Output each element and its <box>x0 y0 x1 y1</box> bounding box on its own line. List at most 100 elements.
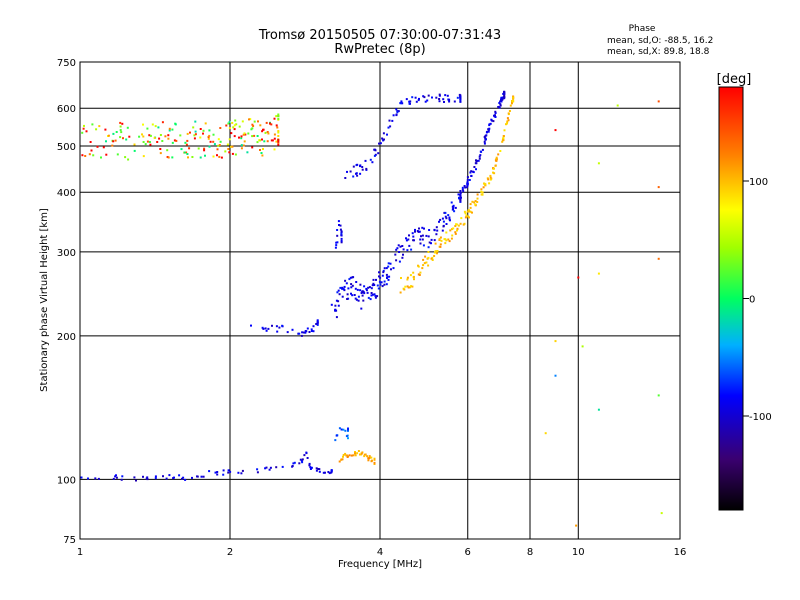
echo-point <box>417 99 420 102</box>
echo-point <box>467 209 470 211</box>
x-tick-label: 4 <box>377 547 383 558</box>
echo-point <box>337 304 340 307</box>
phase-info-heading: Phase <box>629 24 656 34</box>
echo-point <box>267 327 270 330</box>
echo-point <box>105 140 107 143</box>
echo-point <box>453 210 456 213</box>
echo-point <box>462 190 465 193</box>
echo-point <box>490 177 493 180</box>
echo-point <box>222 473 225 476</box>
echo-point <box>485 134 488 137</box>
echo-point <box>414 228 416 231</box>
echo-point <box>146 476 149 479</box>
echo-point <box>330 303 333 306</box>
echo-point <box>379 276 382 279</box>
echo-point <box>310 330 313 332</box>
echo-point <box>301 458 304 461</box>
echo-point <box>554 374 557 377</box>
echo-point <box>465 214 468 217</box>
echo-point <box>336 234 339 237</box>
echo-point <box>300 459 303 462</box>
echo-point <box>494 110 497 113</box>
echo-point <box>481 148 484 151</box>
echo-point <box>159 152 162 155</box>
echo-point <box>494 116 497 118</box>
echo-point <box>459 99 462 102</box>
echo-point <box>228 121 231 123</box>
echo-point <box>483 142 486 145</box>
echo-point <box>418 274 421 276</box>
echo-point <box>502 139 505 142</box>
echo-point <box>281 465 284 468</box>
echo-point <box>466 180 469 183</box>
echo-point <box>346 170 348 173</box>
echo-point <box>421 226 424 229</box>
echo-point <box>405 239 408 242</box>
echo-point <box>360 307 363 310</box>
y-tick-label: 100 <box>57 475 76 486</box>
echo-point <box>458 197 461 200</box>
echo-point <box>257 120 259 123</box>
echo-point <box>509 104 512 107</box>
echo-point <box>357 295 360 298</box>
echo-point <box>337 220 340 223</box>
echo-point <box>213 143 216 146</box>
echo-point <box>445 223 448 225</box>
echo-point <box>468 210 471 213</box>
echo-point <box>309 468 312 470</box>
echo-point <box>277 135 280 137</box>
echo-point <box>361 451 364 454</box>
y-tick-label: 500 <box>57 142 76 153</box>
phase-info-x: mean, sd,X: 89.8, 18.8 <box>607 47 710 57</box>
echo-point <box>407 286 410 289</box>
echo-point <box>597 408 600 411</box>
echo-point <box>253 120 256 123</box>
echo-point <box>96 145 99 148</box>
colorbar-tick-label: 100 <box>749 177 768 188</box>
echo-point <box>234 153 237 156</box>
echo-point <box>182 476 185 479</box>
echo-point <box>126 126 129 129</box>
echo-point <box>346 454 349 457</box>
echo-point <box>397 244 400 247</box>
echo-point <box>192 126 195 129</box>
echo-point <box>469 210 472 213</box>
echo-point <box>389 262 392 265</box>
echo-point <box>166 156 169 158</box>
echo-point <box>401 245 404 247</box>
echo-point <box>352 165 355 168</box>
echo-point <box>264 327 267 330</box>
echo-point <box>375 278 377 281</box>
echo-point <box>277 140 280 143</box>
echo-point <box>266 140 269 143</box>
echo-point <box>298 462 301 465</box>
echo-point <box>315 467 318 470</box>
echo-point <box>479 154 482 157</box>
echo-point <box>442 224 445 227</box>
echo-point <box>466 210 469 213</box>
echo-point <box>434 242 437 245</box>
echo-point <box>401 102 404 105</box>
echo-point <box>351 276 354 279</box>
echo-point <box>370 287 373 290</box>
echo-point <box>278 326 281 329</box>
echo-point <box>448 100 451 103</box>
echo-point <box>105 153 108 156</box>
echo-point <box>87 477 89 480</box>
echo-point <box>186 139 189 142</box>
echo-point <box>303 454 306 457</box>
echo-point <box>461 188 464 191</box>
echo-point <box>273 148 276 151</box>
echo-point <box>482 186 485 189</box>
echo-point <box>431 259 434 261</box>
echo-point <box>468 179 471 181</box>
echo-point <box>265 466 268 469</box>
echo-point <box>207 137 210 140</box>
echo-point <box>403 288 406 291</box>
echo-point <box>494 112 497 114</box>
echo-point <box>459 100 462 103</box>
echo-point <box>355 298 358 301</box>
echo-point <box>421 238 424 241</box>
echo-point <box>262 128 265 131</box>
echo-point <box>149 134 152 137</box>
